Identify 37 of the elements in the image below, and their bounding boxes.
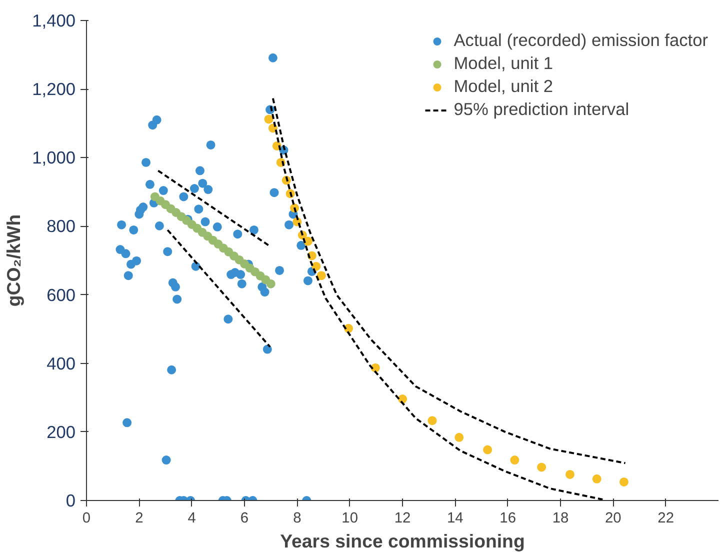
y-tick-label: 400 xyxy=(46,353,76,374)
legend-label: Model, unit 2 xyxy=(454,76,553,97)
point xyxy=(592,474,602,484)
x-tick-label: 16 xyxy=(500,510,516,526)
y-tick-label: 800 xyxy=(46,216,76,236)
point xyxy=(428,416,437,426)
y-tick-label: 600 xyxy=(46,284,76,305)
x-tick-label: 18 xyxy=(552,510,569,526)
y-tick-label: 0 xyxy=(66,490,76,510)
legend-label: Model, unit 1 xyxy=(454,53,553,74)
y-tick-label: 200 xyxy=(46,422,76,442)
x-tick-label: 22 xyxy=(658,510,674,526)
point xyxy=(454,432,464,442)
y-axis-title: gCO₂/kWh xyxy=(3,214,24,307)
x-tick-label: 10 xyxy=(342,510,358,526)
x-tick-label: 6 xyxy=(240,510,249,526)
point xyxy=(266,279,276,288)
point xyxy=(565,470,574,479)
legend-label: 95% prediction interval xyxy=(454,99,630,120)
x-tick-label: 2 xyxy=(135,510,144,526)
y-tick-label: 1,000 xyxy=(32,148,76,168)
x-tick-label: 12 xyxy=(394,510,411,526)
point xyxy=(264,114,274,124)
x-tick-label: 14 xyxy=(447,510,464,526)
x-tick-label: 4 xyxy=(188,510,196,526)
x-tick-label: 8 xyxy=(293,510,302,526)
point xyxy=(483,445,492,454)
point xyxy=(537,462,546,472)
x-axis-title: Years since commissioning xyxy=(280,530,525,552)
x-tick-label: 20 xyxy=(605,510,622,526)
point xyxy=(619,477,628,486)
point xyxy=(316,271,326,280)
legend-label: Actual (recorded) emission factor xyxy=(454,30,708,51)
y-tick-label: 1,400 xyxy=(32,10,76,30)
x-tick-label: 0 xyxy=(82,510,91,526)
y-tick-label: 1,200 xyxy=(32,79,76,100)
point xyxy=(510,456,520,465)
